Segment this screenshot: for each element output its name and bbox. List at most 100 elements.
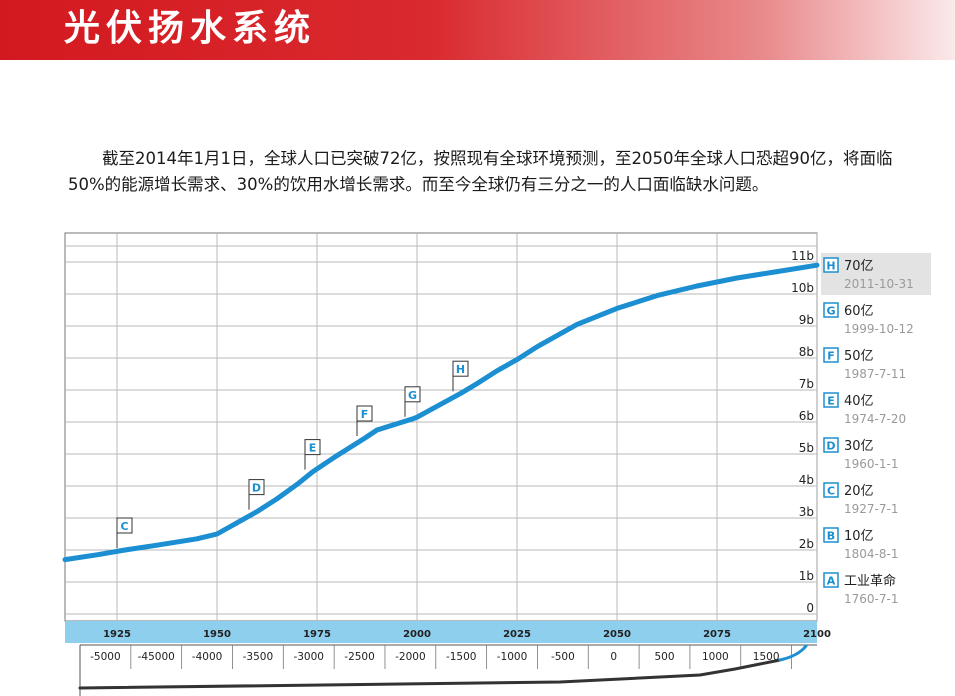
legend-item: G 60亿 1999-10-12 [823,302,914,336]
y-tick-label: 1b [799,569,814,583]
milestone-marker: G [404,386,421,417]
legend-highlight [821,253,931,295]
milestone-marker: H [452,360,469,392]
milestone-marker: D [248,479,265,510]
legend-date: 1974-7-20 [844,412,906,426]
legend-date: 2011-10-31 [844,277,914,291]
era-tick-label: -2500 [344,651,375,663]
legend-date: 1960-1-1 [844,457,898,471]
era-tick-label: -2000 [395,651,426,663]
y-tick-label: 0 [806,601,814,615]
marker-label: H [456,363,465,376]
intro-paragraph: 截至2014年1月1日，全球人口已突破72亿，按照现有全球环境预测，至2050年… [68,146,928,198]
legend-population: 70亿 [844,259,874,274]
legend-letter: B [827,530,835,543]
legend-letter: E [827,395,835,408]
x-tick-label: 2100 [803,629,831,640]
era-tick-label: -4000 [192,651,223,663]
y-tick-label: 2b [799,537,814,551]
x-tick-label: 1975 [303,629,331,640]
marker-box [248,479,265,496]
population-curve [62,262,820,563]
legend-item: C 20亿 1927-7-1 [823,482,898,516]
era-tick-label: -3500 [243,651,274,663]
era-tick-label: -1000 [497,651,528,663]
legend-letter-box [823,527,839,543]
legend-letter: D [826,440,835,453]
legend-item: D 30亿 1960-1-1 [823,437,898,471]
era-tick-label: 500 [654,651,674,663]
y-tick-label: 4b [799,473,814,487]
marker-box [452,360,469,377]
legend-date: 1999-10-12 [844,322,914,336]
x-tick-label: 2050 [603,629,631,640]
marker-box [116,517,133,534]
legend-population: 20亿 [844,484,874,499]
legend-population: 50亿 [844,349,874,364]
legend-item: B 10亿 1804-8-1 [823,527,898,561]
era-tick-label: 1000 [702,651,729,663]
legend-population: 30亿 [844,439,874,454]
legend-letter: G [826,305,835,318]
legend-item: H 70亿 2011-10-31 [821,253,931,295]
legend-letter-box [823,347,839,363]
legend-letter: C [827,485,835,498]
legend-item: A 工业革命 1760-7-1 [823,572,898,606]
legend-letter-box [823,302,839,318]
historic-curve [78,658,782,690]
milestone-marker: F [356,405,373,436]
legend-letter-box [823,572,839,588]
x-tick-label: 1925 [103,629,131,640]
era-tick-label: -45000 [138,651,175,663]
page-title: 光伏扬水系统 [64,8,317,49]
milestone-marker: C [116,517,133,548]
header-banner: 光伏扬水系统 [0,0,955,60]
y-tick-label: 7b [799,377,814,391]
intro-text: 截至2014年1月1日，全球人口已突破72亿，按照现有全球环境预测，至2050年… [68,149,893,194]
marker-label: E [309,442,317,455]
marker-box [404,386,421,403]
legend-letter: H [826,260,835,273]
y-tick-label: 11b [791,249,814,263]
legend-letter-box [823,437,839,453]
y-tick-label: 5b [799,441,814,455]
legend-date: 1804-8-1 [844,547,898,561]
legend-date: 1987-7-11 [844,367,906,381]
legend-population: 10亿 [844,529,874,544]
marker-label: C [120,520,128,533]
legend-population: 工业革命 [844,573,896,589]
y-tick-label: 10b [791,281,814,295]
legend-item: E 40亿 1974-7-20 [823,392,906,426]
legend-item: F 50亿 1987-7-11 [823,347,906,381]
legend-letter-box [823,392,839,408]
marker-label: G [408,389,417,402]
era-tick-label: -3000 [293,651,324,663]
era-tick-label: -1500 [446,651,477,663]
milestone-marker: E [304,439,321,470]
y-tick-label: 9b [799,313,814,327]
era-tick-label: -500 [551,651,575,663]
marker-label: D [252,482,261,495]
legend-date: 1927-7-1 [844,502,898,516]
legend-letter: F [827,350,835,363]
era-tick-label: 0 [610,651,617,663]
y-tick-label: 6b [799,409,814,423]
legend-letter: A [827,575,836,588]
historic-curve-tail [778,644,808,662]
legend-population: 40亿 [844,394,874,409]
legend-letter-box [823,257,839,273]
x-tick-label: 2025 [503,629,531,640]
marker-label: F [361,408,369,421]
x-tick-label: 2075 [703,629,731,640]
y-tick-label: 8b [799,345,814,359]
y-tick-label: 3b [799,505,814,519]
legend-date: 1760-7-1 [844,592,898,606]
marker-box [356,405,373,422]
marker-box [304,439,321,456]
x-tick-label: 1950 [203,629,231,640]
x-axis-band [65,621,817,643]
era-tick-label: -5000 [90,651,121,663]
plot-frame [64,232,818,622]
legend-letter-box [823,482,839,498]
